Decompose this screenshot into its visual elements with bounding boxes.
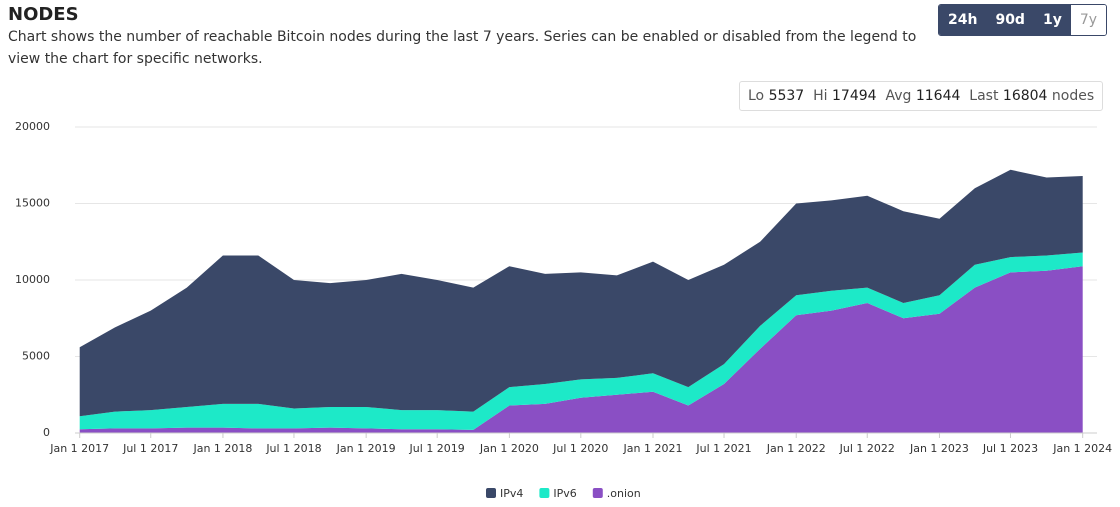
x-tick-label: Jan 1 2023: [909, 442, 969, 455]
x-tick-label: Jan 1 2020: [479, 442, 539, 455]
legend-swatch: [486, 488, 496, 498]
x-tick-label: Jan 1 2021: [623, 442, 683, 455]
y-tick-label: 0: [43, 426, 50, 439]
x-tick-label: Jan 1 2024: [1052, 442, 1112, 455]
x-tick-label: Jul 1 2023: [982, 442, 1038, 455]
legend-swatch: [592, 488, 603, 498]
range-button[interactable]: 1y: [1033, 5, 1071, 35]
x-tick-label: Jul 1 2019: [409, 442, 465, 455]
stat-label: Lo: [748, 88, 765, 104]
area: [79, 252, 1083, 430]
x-tick-label: Jan 1 2018: [192, 442, 252, 455]
stats-box: Lo 5537 Hi 17494 Avg 11644 Last 16804 no…: [739, 81, 1104, 111]
stat-label: Avg: [885, 88, 912, 104]
x-tick-label: Jul 1 2017: [122, 442, 178, 455]
legend-label[interactable]: .onion: [607, 487, 641, 500]
stat-value: 11644: [915, 88, 961, 104]
x-tick-label: Jul 1 2022: [839, 442, 895, 455]
description: Chart shows the number of reachable Bitc…: [8, 29, 917, 67]
title: NODES: [8, 4, 79, 25]
stat-value: 5537: [768, 88, 805, 104]
y-tick-label: 5000: [22, 350, 50, 363]
range-button[interactable]: 24h: [939, 5, 987, 35]
stat-value: 16804: [1002, 88, 1048, 104]
x-tick-label: Jul 1 2021: [695, 442, 751, 455]
range-buttons: 24h 90d 1y 7y: [938, 4, 1108, 36]
x-tick-label: Jul 1 2018: [265, 442, 321, 455]
x-tick-label: Jan 1 2017: [49, 442, 109, 455]
stat-label: Hi: [813, 88, 828, 104]
range-button[interactable]: 90d: [986, 5, 1034, 35]
stat-label: Last: [969, 88, 999, 104]
legend-label[interactable]: IPv6: [553, 487, 576, 500]
range-button[interactable]: 7y: [1070, 5, 1107, 35]
y-tick-label: 15000: [15, 197, 50, 210]
y-tick-label: 10000: [15, 273, 50, 286]
stat-unit: nodes: [1051, 88, 1095, 104]
area: [79, 169, 1083, 417]
y-tick-label: 20000: [15, 120, 50, 133]
x-tick-label: Jan 1 2022: [766, 442, 826, 455]
x-tick-label: Jan 1 2019: [336, 442, 396, 455]
area: [79, 266, 1083, 433]
x-tick-label: Jul 1 2020: [552, 442, 608, 455]
stat-value: 17494: [832, 88, 877, 104]
legend-swatch: [539, 488, 550, 498]
legend-label[interactable]: IPv4: [500, 487, 523, 500]
